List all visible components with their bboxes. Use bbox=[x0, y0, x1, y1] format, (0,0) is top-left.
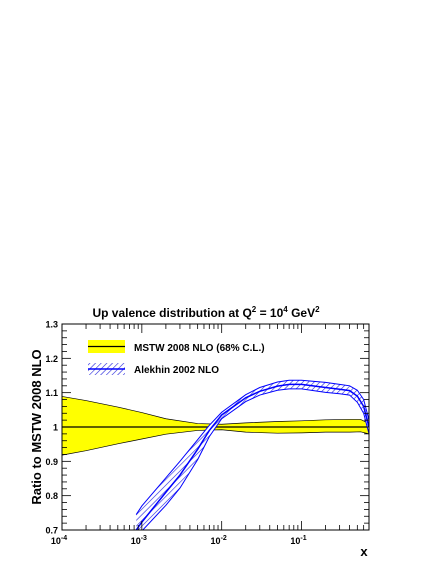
y-tick-label: 1 bbox=[53, 423, 58, 433]
y-tick-label: 1.1 bbox=[45, 388, 58, 398]
y-tick-label: 0.7 bbox=[45, 526, 58, 536]
alekhin-central-line bbox=[135, 383, 369, 530]
alekhin-band bbox=[136, 380, 369, 530]
x-tick-label: 10-2 bbox=[211, 535, 227, 546]
y-tick-label: 1.2 bbox=[45, 354, 58, 364]
plot-area bbox=[62, 379, 369, 530]
x-axis-label: x bbox=[360, 544, 368, 559]
y-axis-label: Ratio to MSTW 2008 NLO bbox=[29, 349, 44, 504]
x-tick-label: 10-1 bbox=[290, 535, 306, 546]
alekhin-band-lower-edge bbox=[142, 388, 369, 530]
legend: MSTW 2008 NLO (68% C.L.) Alekhin 2002 NL… bbox=[88, 340, 265, 376]
y-tick-label: 1.3 bbox=[45, 320, 58, 330]
legend-label-alekhin: Alekhin 2002 NLO bbox=[134, 365, 219, 376]
mstw-band-upper-edge bbox=[62, 396, 369, 425]
alekhin-band-upper-edge bbox=[135, 379, 369, 515]
tick-labels: 0.7 0.8 0.9 1 1.1 1.2 1.3 10-4 10-3 10-2 10-1 bbox=[45, 320, 306, 547]
x-tick-label: 10-4 bbox=[51, 535, 67, 546]
axis-ticks bbox=[61, 323, 369, 531]
y-tick-label: 0.8 bbox=[45, 491, 58, 501]
chart-title: Up valence distribution at Q2 = 104 GeV2 bbox=[92, 305, 320, 320]
x-tick-label: 10-3 bbox=[131, 535, 147, 546]
y-tick-label: 0.9 bbox=[45, 457, 58, 467]
mstw-band-lower-edge bbox=[62, 429, 369, 456]
legend-label-mstw: MSTW 2008 NLO (68% C.L.) bbox=[134, 343, 265, 354]
